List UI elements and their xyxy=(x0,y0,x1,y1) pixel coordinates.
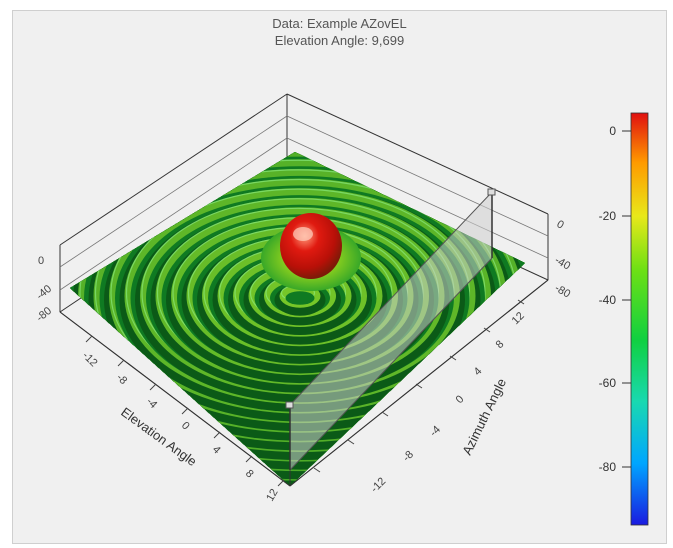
colorbar-tick-label: -40 xyxy=(599,293,617,307)
colorbar-ramp xyxy=(630,112,649,526)
box-edge xyxy=(286,93,549,215)
box-gridline xyxy=(59,137,288,291)
slice-handle xyxy=(285,401,294,409)
y-tick-mark xyxy=(517,299,525,305)
z-tick-labels-left: 0 -40 -80 xyxy=(34,255,54,324)
chart-title-line1: Data: Example AZovEL xyxy=(272,16,407,31)
x-tick-mark xyxy=(213,431,221,439)
x-tick-labels: -12 -8 -4 0 4 8 12 xyxy=(80,350,281,504)
x-tick-label: 4 xyxy=(210,444,223,457)
box-edge xyxy=(59,93,288,246)
box-gridline xyxy=(59,115,288,268)
y-tick-mark xyxy=(449,355,457,361)
x-tick-label: 8 xyxy=(243,468,256,481)
z-tick-label: 0 xyxy=(555,218,566,231)
surface-trough xyxy=(285,291,315,305)
z-tick-label: -40 xyxy=(34,283,54,302)
y-tick-label: 12 xyxy=(510,310,527,327)
peak-highlight xyxy=(293,227,313,241)
surface-ripples xyxy=(70,152,525,486)
y-tick-mark xyxy=(313,467,321,473)
y-tick-label: -8 xyxy=(401,449,416,464)
x-tick-mark xyxy=(277,479,285,487)
y-tick-label: -4 xyxy=(428,424,443,439)
x-tick-label: -8 xyxy=(114,372,129,387)
box-edge xyxy=(289,279,549,487)
colorbar-tick-label: -20 xyxy=(599,209,617,223)
slice-handle xyxy=(487,188,496,196)
x-tick-label: -12 xyxy=(80,350,100,370)
y-tick-mark xyxy=(483,327,491,333)
x-axis-label: Elevation Angle xyxy=(118,404,199,469)
x-tick-mark xyxy=(245,455,253,463)
y-axis-label: Azimuth Angle xyxy=(459,376,509,457)
y-tick-mark xyxy=(347,439,355,445)
x-tick-mark xyxy=(181,407,189,415)
x-tick-label: 12 xyxy=(264,487,281,504)
y-tick-label: 8 xyxy=(494,338,507,351)
y-axis-ticks xyxy=(313,299,525,473)
z-tick-label: -80 xyxy=(553,282,573,300)
colorbar: 0 -20 -40 -60 -80 xyxy=(599,112,649,526)
peak-lobe xyxy=(280,213,342,279)
z-tick-label: 0 xyxy=(38,255,44,267)
y-tick-mark xyxy=(415,383,423,389)
z-tick-label: -80 xyxy=(34,305,54,324)
colorbar-tick-label: 0 xyxy=(609,124,616,138)
colorbar-tick-label: -60 xyxy=(599,376,617,390)
z-tick-labels-right: 0 -40 -80 xyxy=(553,218,573,300)
surface xyxy=(70,152,525,486)
x-tick-label: -4 xyxy=(144,396,159,411)
y-tick-label: -12 xyxy=(369,475,389,495)
x-tick-mark xyxy=(85,335,93,343)
chart-title: Data: Example AZovEL Elevation Angle: 9,… xyxy=(13,15,666,49)
box-gridline xyxy=(286,137,549,259)
z-tick-label: -40 xyxy=(553,254,573,272)
y-tick-mark xyxy=(381,411,389,417)
slice-plane[interactable] xyxy=(285,188,496,472)
y-tick-label: 0 xyxy=(454,393,467,406)
colorbar-tick-label: -80 xyxy=(599,460,617,474)
x-tick-mark xyxy=(149,383,157,391)
x-tick-mark xyxy=(117,359,125,367)
box-gridline xyxy=(286,115,549,237)
x-axis-ticks xyxy=(85,335,285,487)
chart-title-line2: Elevation Angle: 9,699 xyxy=(274,33,405,48)
x-tick-label: 0 xyxy=(179,420,192,433)
y-tick-label: 4 xyxy=(472,365,485,378)
